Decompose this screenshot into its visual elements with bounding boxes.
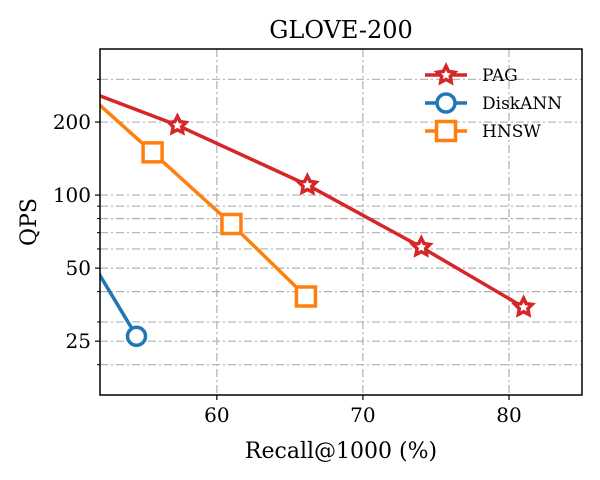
x-tick-label: 60 [204,403,229,427]
data-point-pag [165,112,190,136]
data-point-hnsw [141,141,164,164]
data-point-hnsw [294,285,318,308]
chart-title: GLOVE-200 [269,16,413,44]
legend-marker-diskann-icon [435,92,457,114]
data-point-pag [295,172,320,196]
plot-frame [99,48,583,396]
ticks: 60 70 80 25 50 100 200 [53,78,522,427]
legend-marker-hnsw-icon [434,119,458,143]
data-point-pag [409,234,434,258]
x-tick-label: 80 [496,403,521,427]
y-tick-label: 50 [66,256,91,280]
x-tick-label: 70 [350,403,375,427]
series-line-diskann [100,272,139,338]
series-group [61,70,536,347]
y-tick-label: 200 [53,110,91,134]
y-axis-label: QPS [17,198,42,246]
data-point-diskann [62,218,80,236]
series-line-hnsw [100,103,308,298]
data-point-diskann [125,325,148,347]
grid [100,49,582,395]
legend: PAG DiskANN HNSW [425,61,562,143]
data-point-hnsw [220,212,243,236]
y-tick-label: 100 [53,183,91,207]
y-tick-label: 25 [66,329,91,353]
data-point-hnsw [61,70,80,89]
legend-label: PAG [482,66,518,86]
x-axis-label: Recall@1000 (%) [245,439,437,464]
series-line-pag [100,93,525,309]
legend-label: HNSW [482,122,541,142]
legend-label: DiskANN [482,94,562,114]
data-point-pag [62,76,79,92]
data-point-pag [511,294,536,318]
legend-marker-pag-icon [433,61,459,86]
